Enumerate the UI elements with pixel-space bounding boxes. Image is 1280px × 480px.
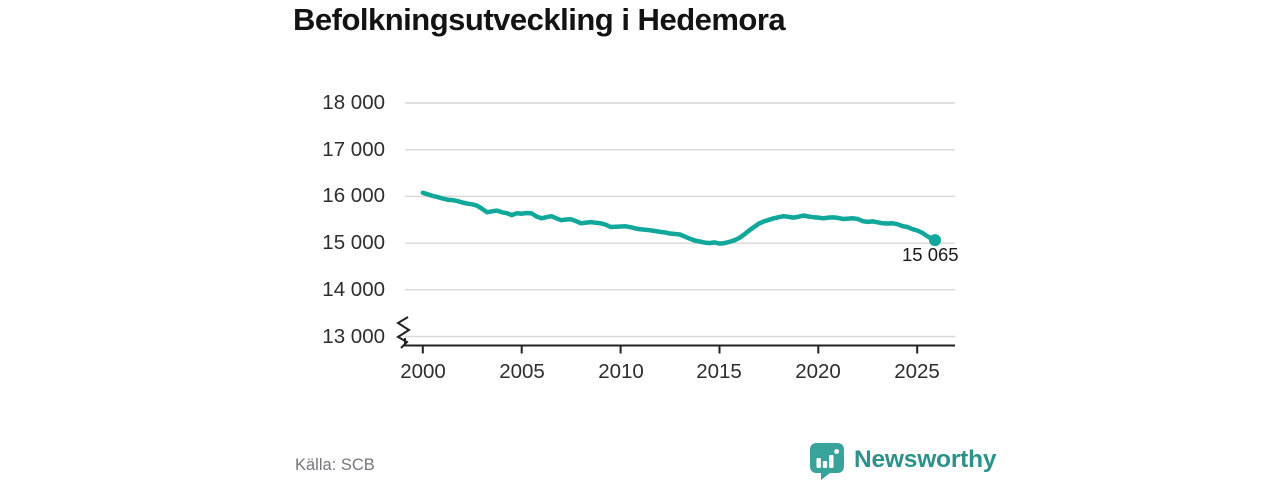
x-axis-label: 2020 [795, 360, 841, 383]
bar-chart-speech-bubble-icon [810, 443, 844, 480]
y-axis-label: 14 000 [322, 278, 385, 301]
chart-svg [396, 102, 955, 354]
axis-break-icon [396, 316, 411, 349]
last-value-label: 15 065 [902, 244, 959, 265]
population-line-series [420, 190, 941, 247]
x-axis-label: 2005 [499, 360, 545, 383]
axis-break-zigzag [396, 316, 411, 349]
y-axis-label: 17 000 [322, 138, 385, 161]
y-axis-label: 15 000 [322, 231, 385, 254]
y-axis-label: 18 000 [322, 91, 385, 114]
x-axis-label: 2025 [894, 360, 940, 383]
x-axis-label: 2000 [400, 360, 446, 383]
source-credit: Källa: SCB [295, 456, 375, 474]
gridlines [405, 102, 955, 338]
chart-title: Befolkningsutveckling i Hedemora [293, 2, 786, 37]
newsworthy-logo: Newsworthy [808, 440, 997, 480]
x-axis-line [404, 338, 955, 347]
x-axis-label: 2015 [696, 360, 742, 383]
series-line [420, 190, 938, 246]
y-axis-label: 13 000 [322, 325, 385, 348]
x-axis-label: 2010 [598, 360, 644, 383]
x-axis [404, 338, 955, 354]
newsworthy-wordmark: Newsworthy [854, 446, 997, 473]
y-axis-label: 16 000 [322, 184, 385, 207]
series-end-dot [929, 234, 941, 247]
